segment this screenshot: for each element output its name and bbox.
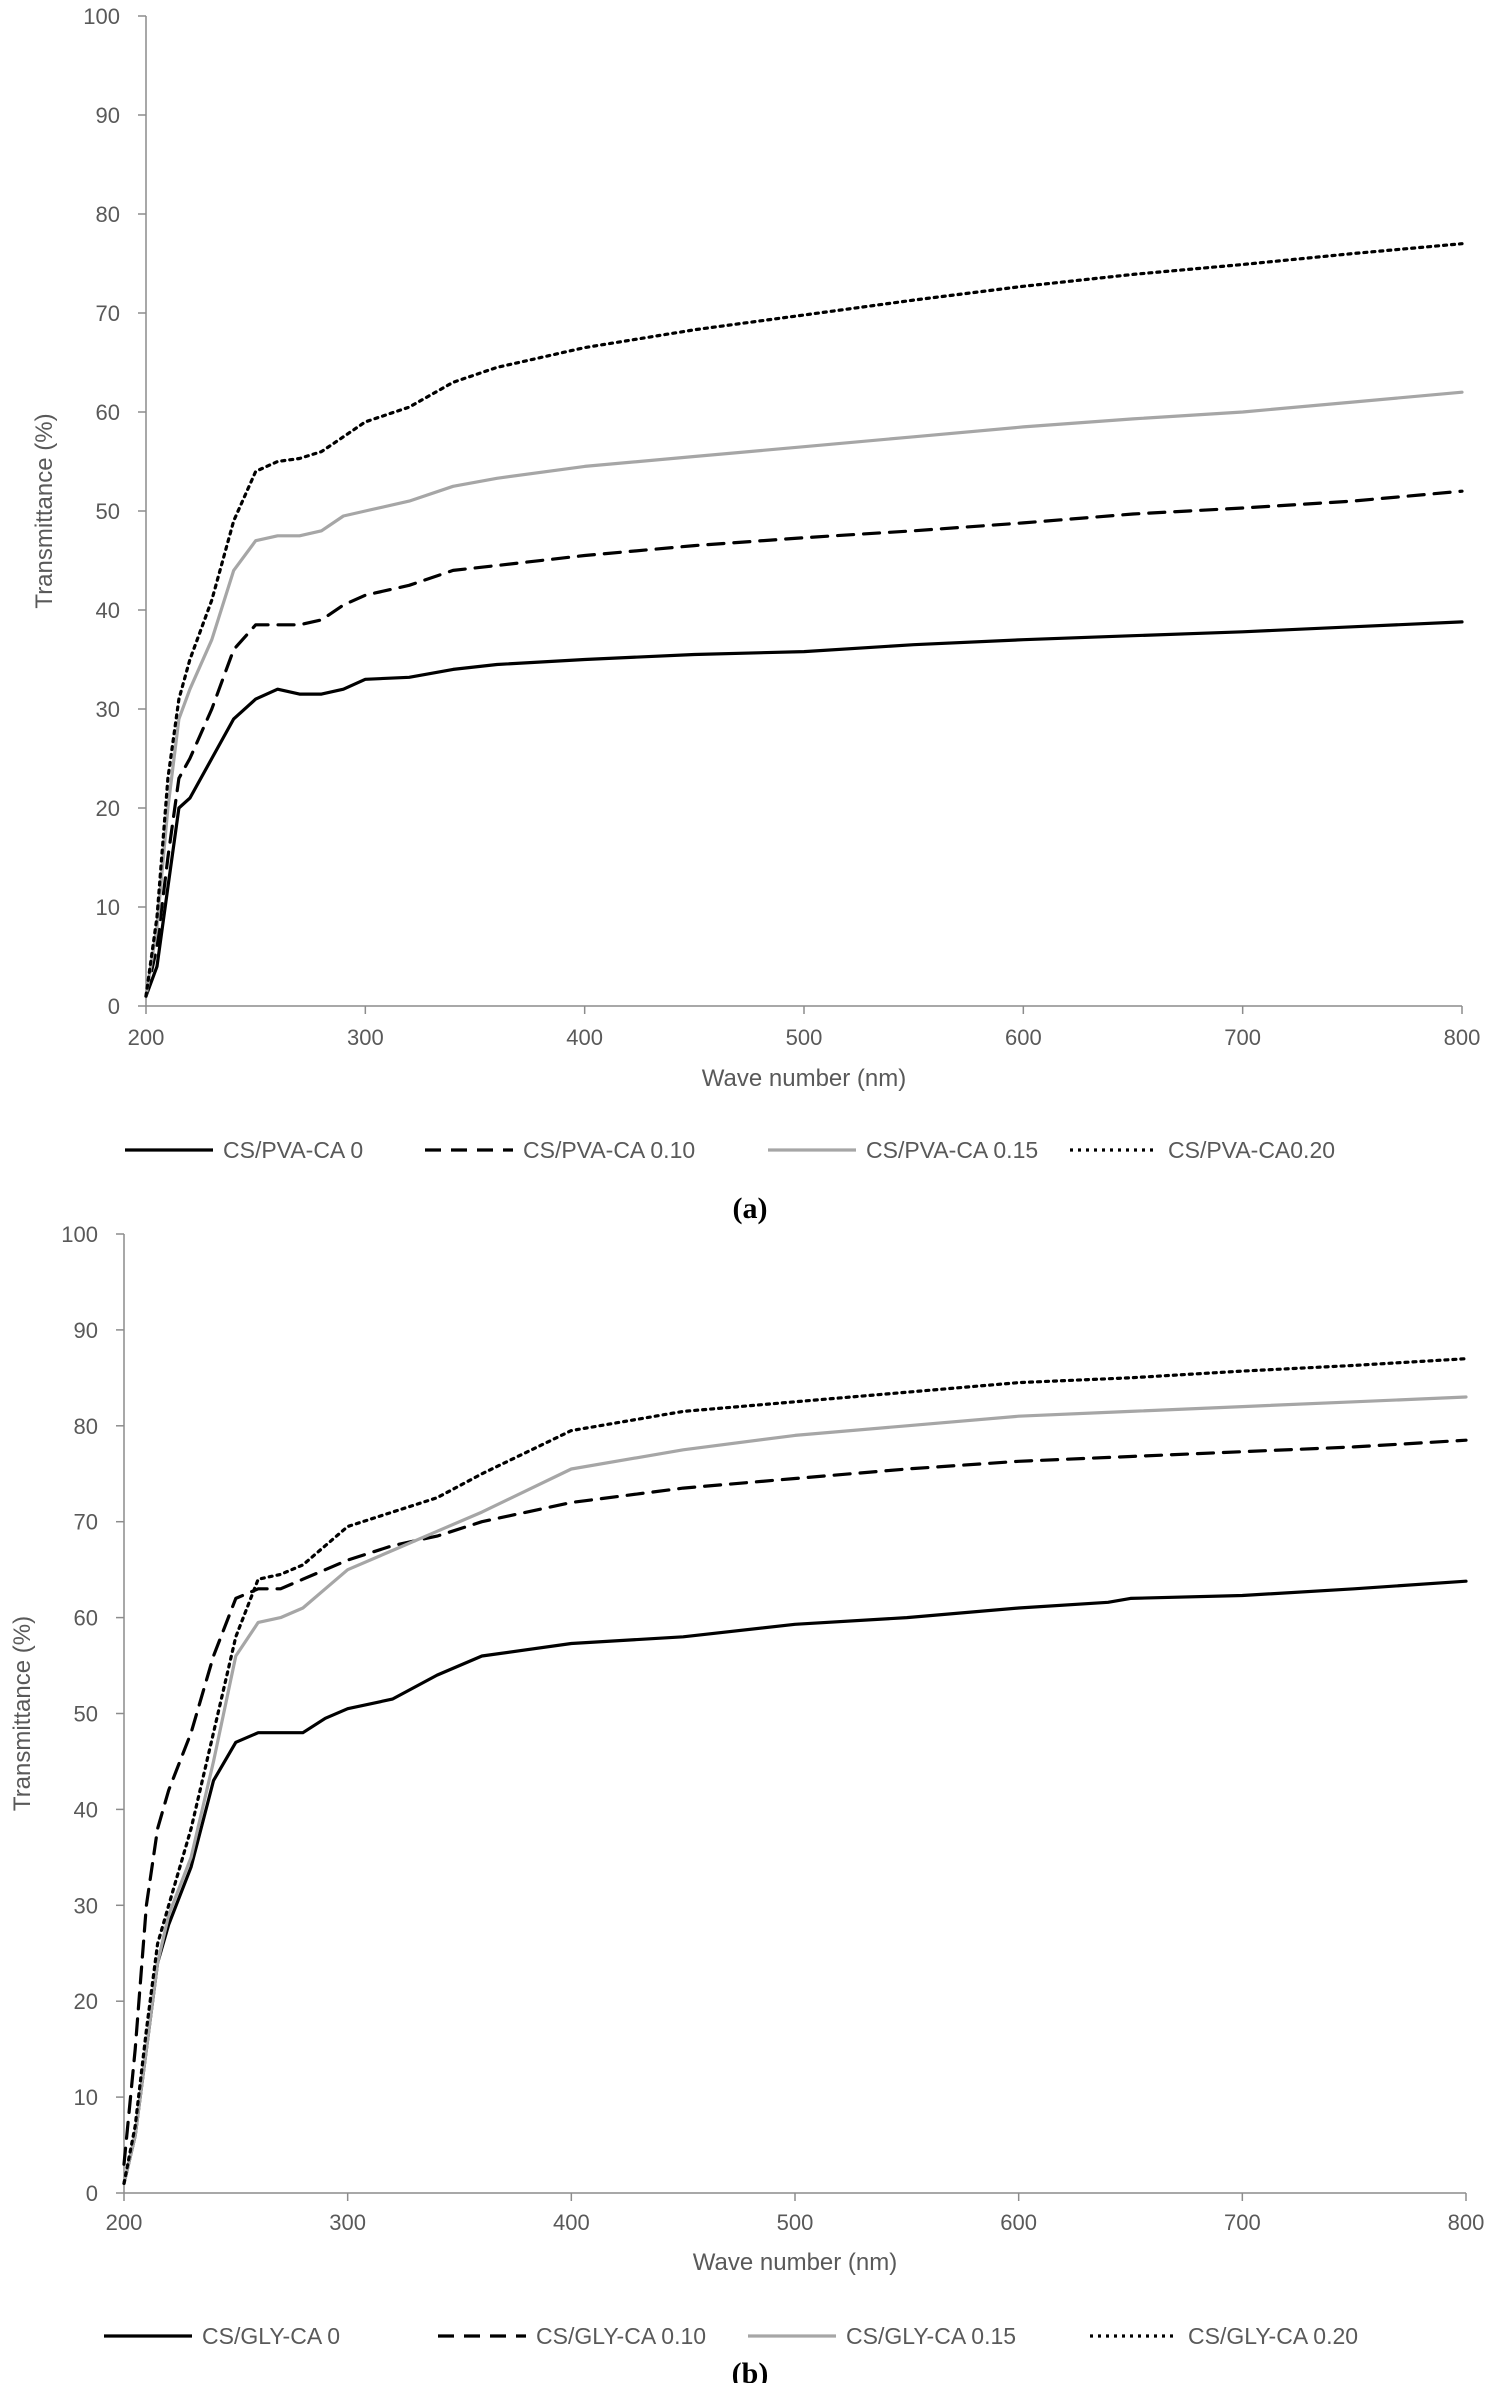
y-tick-label: 40 <box>96 598 120 623</box>
series-line-3 <box>122 1395 1468 2185</box>
legend-label: CS/GLY-CA 0.20 <box>1188 2323 1358 2349</box>
x-tick-label: 700 <box>1224 1025 1261 1050</box>
y-tick-label: 90 <box>74 1318 98 1343</box>
x-tick-label: 200 <box>128 1025 165 1050</box>
panel-label: (b) <box>732 2357 769 2383</box>
y-tick-label: 100 <box>83 4 120 29</box>
legend-label: CS/GLY-CA 0.15 <box>846 2323 1016 2349</box>
series-line-3 <box>144 390 1464 998</box>
legend-label: CS/PVA-CA0.20 <box>1168 1137 1335 1163</box>
series-line-2 <box>122 1438 1468 2166</box>
series-line-1 <box>122 1579 1468 2185</box>
series-line-4 <box>144 242 1464 998</box>
x-tick-label: 500 <box>786 1025 823 1050</box>
x-tick-label: 400 <box>553 2210 590 2235</box>
x-axis-title: Wave number (nm) <box>693 2249 898 2276</box>
x-tick-label: 300 <box>329 2210 366 2235</box>
series-line-4 <box>122 1357 1468 2185</box>
y-axis-title: Transmittance (%) <box>9 1616 36 1811</box>
series-line-2 <box>144 489 1464 998</box>
x-tick-label: 800 <box>1444 1025 1481 1050</box>
x-tick-label: 800 <box>1448 2210 1485 2235</box>
x-tick-label: 300 <box>347 1025 384 1050</box>
y-tick-label: 40 <box>74 1797 98 1822</box>
y-tick-label: 60 <box>96 400 120 425</box>
legend-label: CS/GLY-CA 0.10 <box>536 2323 706 2349</box>
legend-label: CS/GLY-CA 0 <box>202 2323 340 2349</box>
y-tick-label: 80 <box>74 1414 98 1439</box>
y-tick-label: 100 <box>61 1222 98 1247</box>
y-tick-label: 70 <box>74 1510 98 1535</box>
y-tick-label: 10 <box>96 895 120 920</box>
chart-a: 0 10 20 30 40 50 60 70 80 90 100 200 300 400 500 600 700… <box>31 4 1480 1225</box>
y-tick-label: 80 <box>96 202 120 227</box>
x-tick-label: 500 <box>777 2210 814 2235</box>
y-tick-label: 50 <box>74 1702 98 1727</box>
y-tick-label: 0 <box>86 2181 98 2206</box>
y-tick-label: 30 <box>74 1893 98 1918</box>
y-tick-label: 20 <box>96 796 120 821</box>
x-tick-label: 400 <box>566 1025 603 1050</box>
y-tick-label: 20 <box>74 1989 98 2014</box>
y-tick-label: 60 <box>74 1606 98 1631</box>
y-axis-title: Transmittance (%) <box>31 413 58 608</box>
y-tick-label: 0 <box>108 994 120 1019</box>
y-tick-label: 10 <box>74 2085 98 2110</box>
y-tick-label: 30 <box>96 697 120 722</box>
legend-label: CS/PVA-CA 0.15 <box>866 1137 1038 1163</box>
legend-label: CS/PVA-CA 0.10 <box>523 1137 695 1163</box>
x-tick-label: 200 <box>106 2210 143 2235</box>
x-tick-label: 700 <box>1224 2210 1261 2235</box>
chart-b: 0 10 20 30 40 50 60 70 80 90 100 200 300 400 500 600 700… <box>9 1222 1484 2383</box>
series-line-1 <box>144 620 1464 998</box>
y-tick-label: 50 <box>96 499 120 524</box>
y-tick-label: 90 <box>96 103 120 128</box>
x-tick-label: 600 <box>1000 2210 1037 2235</box>
legend-label: CS/PVA-CA 0 <box>223 1137 363 1163</box>
y-tick-label: 70 <box>96 301 120 326</box>
panel-label: (a) <box>733 1192 768 1225</box>
x-axis-title: Wave number (nm) <box>702 1065 907 1092</box>
x-tick-label: 600 <box>1005 1025 1042 1050</box>
